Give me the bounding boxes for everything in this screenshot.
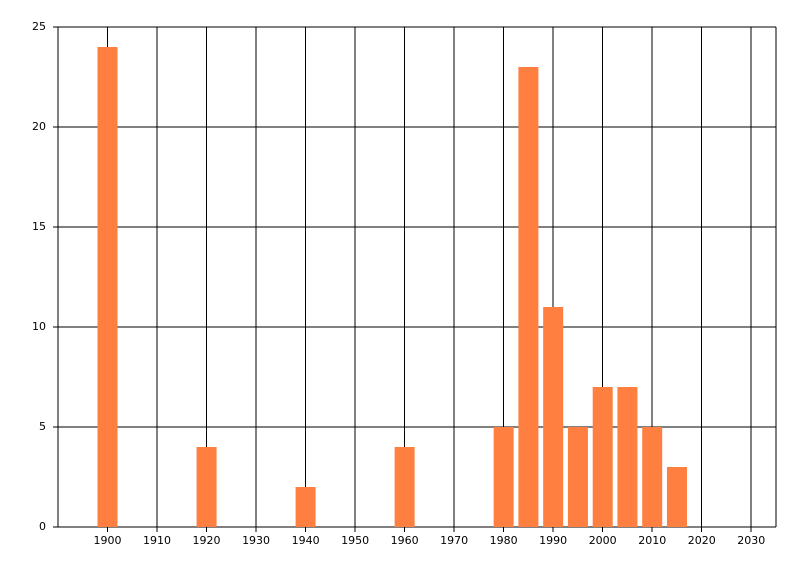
bar [666, 467, 687, 527]
bar [617, 387, 638, 527]
bar [592, 387, 613, 527]
bar [394, 447, 415, 527]
x-tick-label: 2030 [737, 534, 765, 547]
x-tick-label: 1940 [292, 534, 320, 547]
x-tick-label: 1960 [391, 534, 419, 547]
x-tick-label: 1930 [242, 534, 270, 547]
bar [543, 307, 564, 527]
bar [493, 427, 514, 527]
x-tick-label: 1970 [440, 534, 468, 547]
y-tick-label: 5 [39, 420, 46, 433]
x-tick-label: 1980 [490, 534, 518, 547]
bar [567, 427, 588, 527]
y-tick-label: 20 [32, 120, 46, 133]
x-tick-label: 2000 [589, 534, 617, 547]
x-tick-label: 1920 [193, 534, 221, 547]
x-tick-label: 2020 [688, 534, 716, 547]
bar [97, 47, 118, 527]
bar [295, 487, 316, 527]
y-tick-label: 0 [39, 520, 46, 533]
y-tick-label: 10 [32, 320, 46, 333]
y-tick-label: 25 [32, 20, 46, 33]
x-tick-label: 1990 [539, 534, 567, 547]
x-tick-label: 1900 [94, 534, 122, 547]
x-tick-label: 1910 [143, 534, 171, 547]
x-tick-label: 1950 [341, 534, 369, 547]
bar [642, 427, 663, 527]
x-tick-label: 2010 [638, 534, 666, 547]
y-tick-label: 15 [32, 220, 46, 233]
bar [518, 67, 539, 527]
bar [196, 447, 217, 527]
